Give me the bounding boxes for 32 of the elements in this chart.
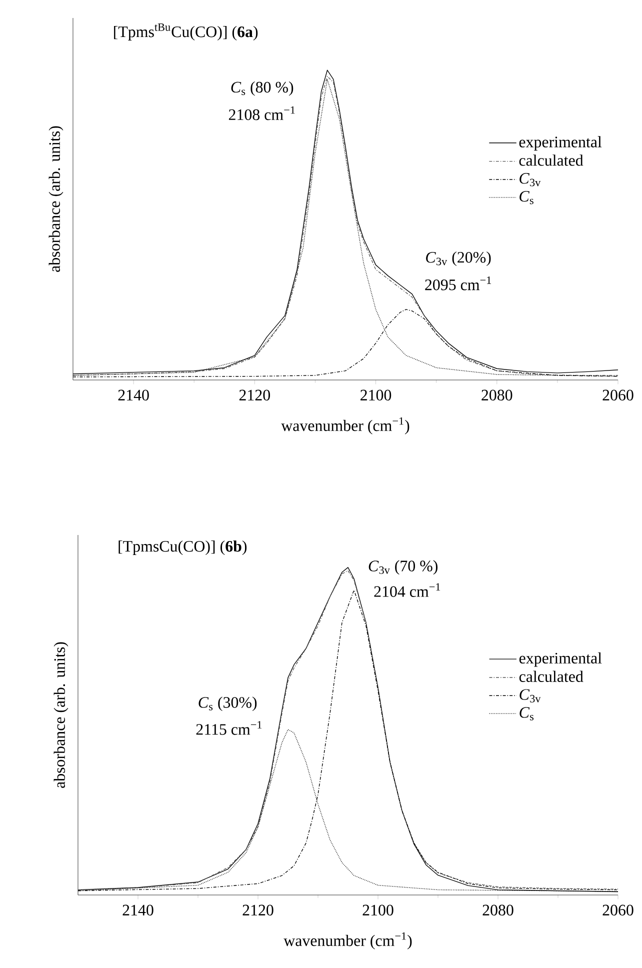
annotation: 2095 cm$^{−1}$ <box>425 276 491 290</box>
y-axis-title: absorbance (arb. units) <box>48 126 64 272</box>
x-tick-label: 2120 <box>239 390 270 401</box>
annotation: C$_{3v}$ (70 %) <box>368 560 438 575</box>
x-tick-label: 2100 <box>360 390 392 401</box>
legend-label: calculated <box>519 154 584 166</box>
x-tick-label: 2060 <box>602 390 634 401</box>
annotation: C$_{3v}$ (20%) <box>426 251 491 266</box>
annotation: 2108 cm$^{−1}$ <box>228 106 295 120</box>
chart-title: [Tpms$^{tBu}$Cu(CO)] (6a) <box>114 23 258 40</box>
legend-label: C$_{3v}$ <box>520 689 541 702</box>
chart-title: [TpmsCu(CO)] (6b) <box>118 540 247 555</box>
x-tick-label: 2140 <box>118 390 149 401</box>
x-tick-label: 2120 <box>242 904 274 916</box>
x-axis-title: wavenumber (cm$^{−1}$) <box>284 932 412 950</box>
x-tick-label: 2080 <box>482 390 512 401</box>
annotation: C$_{s}$ (30%) <box>198 696 257 712</box>
x-axis-title: wavenumber (cm$^{−1}$) <box>281 417 410 434</box>
x-tick-label: 2080 <box>482 904 514 916</box>
x-tick-label: 2100 <box>362 904 394 916</box>
legend-label: experimental <box>519 652 602 667</box>
annotation: C$_{s}$ (80 %) <box>231 81 294 96</box>
legend-label: C$_{s}$ <box>520 707 534 720</box>
legend-label: experimental <box>519 136 602 151</box>
legend-label: C$_{s}$ <box>520 190 534 204</box>
x-tick-label: 2060 <box>602 904 634 916</box>
y-axis-title: absorbance (arb. units) <box>54 642 68 788</box>
legend-label: C$_{3v}$ <box>520 173 541 186</box>
annotation: 2104 cm$^{−1}$ <box>374 583 440 597</box>
x-tick-label: 2140 <box>122 904 154 916</box>
legend-label: calculated <box>519 670 584 682</box>
annotation: 2115 cm$^{−1}$ <box>196 721 262 735</box>
